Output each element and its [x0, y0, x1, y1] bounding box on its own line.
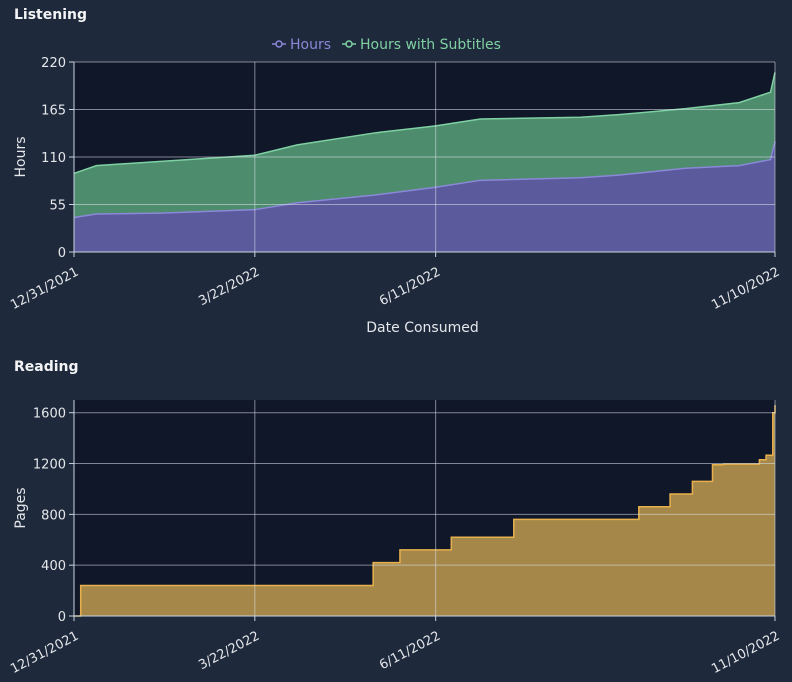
listening-x-axis-label: Date Consumed — [366, 320, 478, 336]
listening-section-title: Listening — [14, 7, 87, 23]
listening-y-tick-label: 55 — [49, 199, 66, 214]
reading-y-tick-label: 1600 — [33, 407, 66, 422]
listening-y-tick-label: 110 — [41, 151, 66, 166]
reading-x-tick-label: 11/10/2022 — [709, 629, 782, 677]
listening-y-tick-label: 220 — [41, 56, 66, 71]
listening-y-tick-label: 165 — [41, 104, 66, 119]
listening-y-tick-label: 0 — [58, 246, 66, 261]
reading-y-tick-label: 800 — [41, 508, 66, 523]
reading-section-title: Reading — [14, 359, 79, 375]
listening-y-axis-label: Hours — [13, 136, 29, 177]
reading-line-pages — [74, 405, 776, 617]
legend-entry-hours-with-subtitles: Hours with Subtitles — [360, 37, 501, 53]
reading-x-tick-label: 3/22/2022 — [196, 629, 262, 674]
reading-y-tick-label: 400 — [41, 559, 66, 574]
reading-y-tick-label: 0 — [58, 610, 66, 625]
reading-y-axis-label: Pages — [13, 487, 29, 528]
reading-x-tick-label: 12/31/2021 — [8, 629, 81, 677]
listening-line-hours-with-subtitles — [73, 72, 776, 175]
listening-line-hours — [73, 141, 776, 219]
legend-entry-hours: Hours — [290, 37, 331, 53]
reading-x-tick-label: 6/11/2022 — [377, 629, 443, 674]
legend-swatch-marker — [345, 40, 353, 48]
reading-y-tick-label: 1200 — [33, 458, 66, 473]
reading-area-pages — [74, 405, 775, 616]
listening-area-hours — [74, 141, 775, 252]
legend-swatch-marker — [275, 40, 283, 48]
